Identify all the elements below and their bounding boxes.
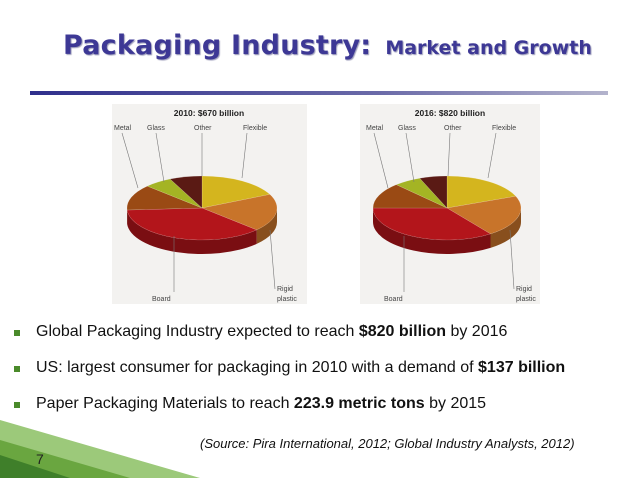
label-glass: Glass: [398, 125, 416, 132]
pie-slice-side-board: [127, 210, 257, 255]
bullet-text: Global Packaging Industry expected to re…: [36, 323, 359, 340]
bullet-marker: [14, 330, 20, 336]
pie-slices: [372, 175, 522, 255]
label-metal: Metal: [114, 125, 132, 132]
title-divider: [30, 91, 608, 95]
label-board: Board: [152, 296, 171, 303]
bullet-item: Global Packaging Industry expected to re…: [14, 323, 634, 362]
pie-chart-2016: 2016: $820 billion Metal Glass Other Fle…: [360, 104, 540, 304]
chart-title: 2010: $670 billion: [174, 108, 244, 118]
chart-title: 2016: $820 billion: [415, 108, 485, 118]
bullet-text-end: by 2015: [424, 395, 487, 412]
bullet-marker: [14, 402, 20, 408]
title-subtitle: Market and Growth: [385, 37, 592, 59]
bullet-text-end: by 2016: [446, 323, 508, 340]
pie-slice-glass: [146, 178, 203, 209]
pie-slice-side-board: [373, 208, 491, 255]
pie-slice-board: [372, 207, 491, 241]
pie-slice-rigid-plastic: [446, 196, 522, 235]
page-number: 7: [36, 451, 44, 467]
source-citation: (Source: Pira International, 2012; Globa…: [200, 436, 575, 451]
page-title: Packaging Industry: Market and Growth: [63, 30, 592, 61]
label-other: Other: [194, 125, 212, 132]
label-other: Other: [444, 125, 462, 132]
bullet-text: Paper Packaging Materials to reach: [36, 395, 294, 412]
title-main: Packaging Industry:: [63, 30, 372, 61]
label-flexible: Flexible: [492, 125, 516, 132]
pie-slice-flexible: [446, 175, 517, 209]
bullet-marker: [14, 366, 20, 372]
label-flexible: Flexible: [243, 125, 267, 132]
pie-slice-side-rigid-plastic: [490, 208, 521, 248]
label-rigid-1: Rigid: [516, 286, 532, 293]
pie-slices: [126, 175, 278, 255]
label-rigid-1: Rigid: [277, 286, 293, 293]
label-metal: Metal: [366, 125, 384, 132]
pie-slice-glass: [395, 178, 448, 209]
pie-slice-metal: [372, 184, 448, 209]
pie-slice-side-rigid-plastic: [256, 208, 277, 244]
label-rigid-2: plastic: [516, 296, 536, 303]
pie-slice-rigid-plastic: [201, 194, 278, 231]
label-glass: Glass: [147, 125, 165, 132]
bullet-highlight: $137 billion: [478, 359, 566, 376]
bullet-highlight: $820 billion: [358, 323, 446, 340]
bullet-text: US: largest consumer for packaging in 20…: [36, 359, 479, 376]
label-board: Board: [384, 296, 403, 303]
pie-slice-other: [419, 175, 448, 209]
bullet-list: Global Packaging Industry expected to re…: [14, 323, 634, 434]
label-rigid-2: plastic: [277, 296, 297, 303]
pie-chart-2010: 2010: $670 billion Metal Glass Other Fle…: [112, 104, 307, 304]
bullet-item: US: largest consumer for packaging in 20…: [14, 359, 634, 398]
pie-chart-2016-svg: 2016: $820 billion Metal Glass Other Fle…: [366, 108, 536, 303]
bullet-item: Paper Packaging Materials to reach 223.9…: [14, 395, 634, 434]
pie-slice-board: [126, 207, 258, 241]
bullet-highlight: 223.9 metric tons: [293, 395, 425, 412]
pie-slice-flexible: [201, 175, 271, 209]
pie-slice-metal: [126, 185, 203, 211]
pie-chart-2010-svg: 2010: $670 billion Metal Glass Other Fle…: [114, 108, 297, 303]
